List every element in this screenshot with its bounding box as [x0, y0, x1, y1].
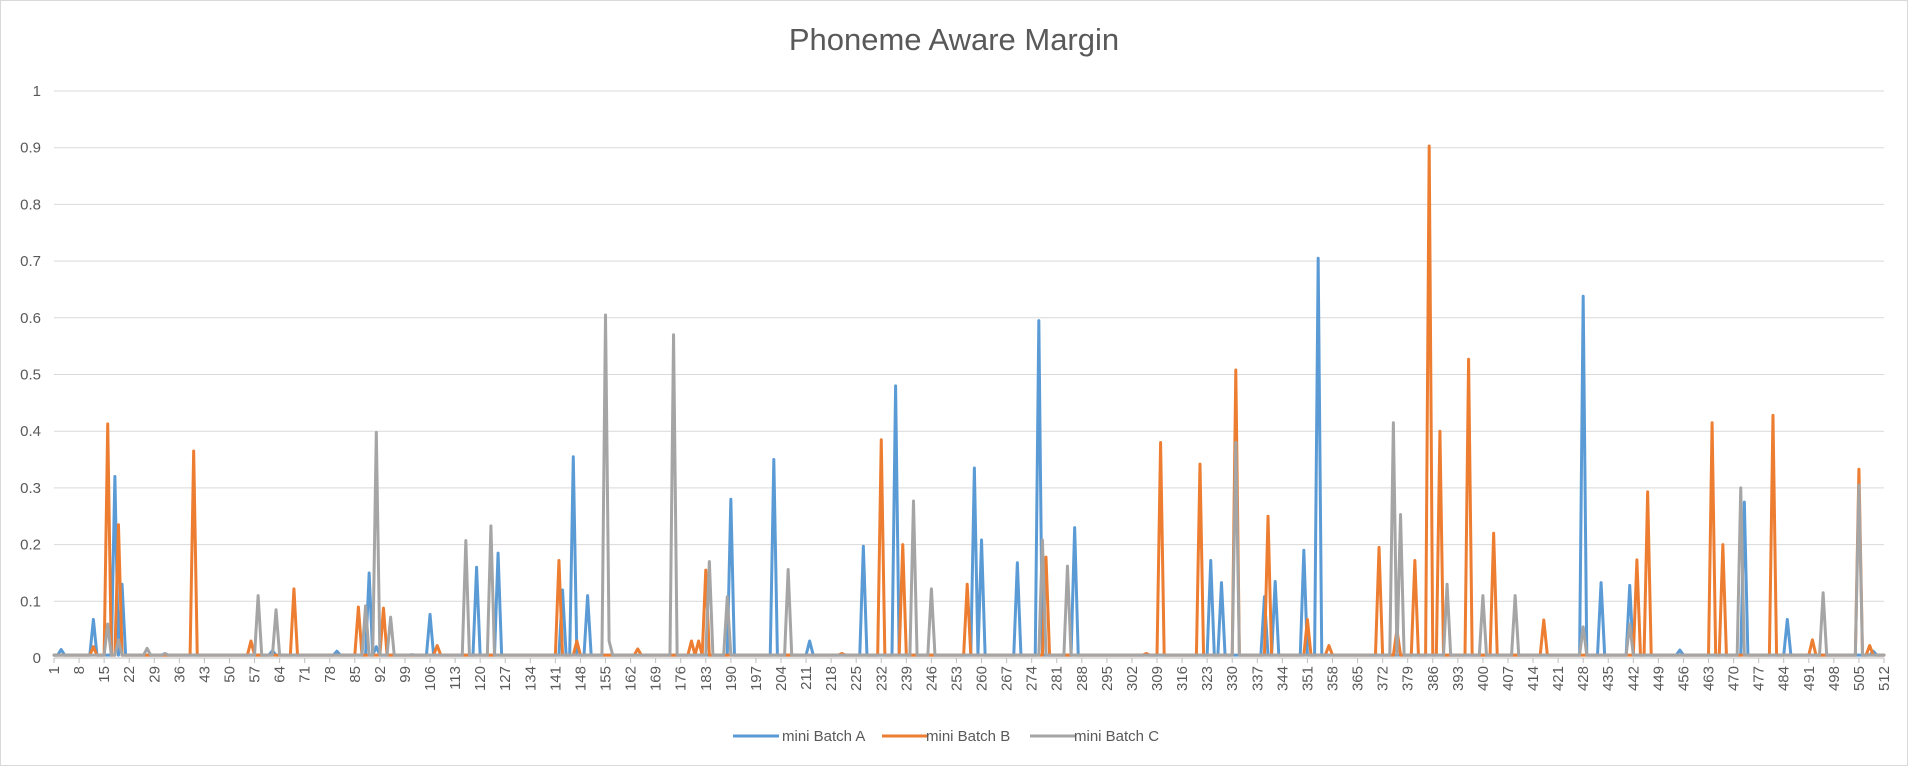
x-tick-label: 36 — [171, 666, 188, 683]
y-tick-label: 0.3 — [20, 480, 41, 497]
y-axis: 0 0.1 0.2 0.3 0.4 0.5 0.6 0.7 0.8 0.9 1 — [20, 83, 41, 667]
x-tick-label: 274 — [1024, 666, 1041, 691]
x-tick-label: 477 — [1751, 666, 1768, 691]
x-tick-label: 428 — [1575, 666, 1592, 691]
y-tick-label: 0.7 — [20, 253, 41, 270]
x-tick-label: 407 — [1500, 666, 1517, 691]
x-tick-label: 225 — [848, 666, 865, 691]
legend: mini Batch A mini Batch B mini Batch C — [733, 728, 1159, 745]
x-tick-label: 512 — [1876, 666, 1893, 691]
series-line-2 — [52, 144, 1886, 657]
x-tick-label: 113 — [447, 666, 464, 690]
x-tick-label: 169 — [648, 666, 665, 691]
x-tick-label: 379 — [1400, 666, 1417, 691]
legend-label: mini Batch B — [926, 728, 1010, 745]
x-tick-label: 155 — [598, 666, 615, 691]
x-tick-label: 99 — [397, 666, 414, 683]
x-tick-label: 176 — [673, 666, 690, 691]
x-tick-label: 358 — [1324, 666, 1341, 691]
x-tick-label: 295 — [1099, 666, 1116, 691]
chart-title: Phoneme Aware Margin — [789, 22, 1119, 57]
x-tick-label: 365 — [1350, 666, 1367, 691]
x-tick-label: 148 — [572, 666, 589, 691]
x-tick-label: 120 — [472, 666, 489, 691]
x-tick-label: 162 — [623, 666, 640, 691]
x-tick-label: 8 — [71, 666, 88, 674]
y-tick-label: 0.2 — [20, 537, 41, 554]
x-tick-label: 372 — [1375, 666, 1392, 691]
x-tick-label: 141 — [547, 666, 564, 691]
x-tick-label: 421 — [1550, 666, 1567, 691]
x-tick-label: 330 — [1224, 666, 1241, 691]
x-tick-label: 491 — [1801, 666, 1818, 691]
x-tick-label: 211 — [798, 666, 815, 690]
y-tick-label: 0.6 — [20, 310, 41, 327]
x-tick-label: 260 — [974, 666, 991, 691]
x-tick-label: 183 — [698, 666, 715, 691]
series-line-3 — [52, 313, 1886, 657]
x-tick-label: 218 — [823, 666, 840, 691]
x-tick-label: 57 — [247, 666, 264, 683]
x-axis: 1 8 15 22 29 36 43 50 57 64 71 78 85 92 99 106 113 120 127… — [46, 657, 1893, 691]
x-tick-label: 393 — [1450, 666, 1467, 691]
x-tick-label: 316 — [1174, 666, 1191, 691]
x-tick-label: 386 — [1425, 666, 1442, 691]
x-tick-label: 498 — [1826, 666, 1843, 691]
x-tick-label: 484 — [1776, 666, 1793, 691]
y-tick-label: 1 — [33, 83, 41, 100]
x-tick-label: 288 — [1074, 666, 1091, 691]
x-tick-label: 456 — [1675, 666, 1692, 691]
x-tick-label: 246 — [923, 666, 940, 691]
x-tick-label: 309 — [1149, 666, 1166, 691]
x-tick-label: 253 — [948, 666, 965, 691]
x-tick-label: 71 — [297, 666, 314, 683]
gridlines — [54, 90, 1884, 602]
x-tick-label: 351 — [1299, 666, 1316, 691]
x-tick-label: 134 — [522, 666, 539, 691]
y-tick-label: 0.5 — [20, 367, 41, 384]
series-lines — [52, 144, 1886, 657]
x-tick-label: 344 — [1274, 666, 1291, 691]
x-tick-label: 414 — [1525, 666, 1542, 691]
legend-label: mini Batch C — [1074, 728, 1159, 745]
x-tick-label: 239 — [898, 666, 915, 691]
x-tick-label: 190 — [723, 666, 740, 691]
x-tick-label: 204 — [773, 666, 790, 691]
y-tick-label: 0.1 — [20, 593, 41, 610]
x-tick-label: 400 — [1475, 666, 1492, 691]
y-tick-label: 0.9 — [20, 140, 41, 157]
x-tick-label: 1 — [46, 666, 63, 674]
y-tick-label: 0.8 — [20, 196, 41, 213]
x-tick-label: 463 — [1701, 666, 1718, 691]
x-tick-label: 15 — [96, 666, 113, 683]
x-tick-label: 85 — [347, 666, 364, 683]
x-tick-label: 505 — [1851, 666, 1868, 691]
x-tick-label: 43 — [196, 666, 213, 683]
x-tick-label: 78 — [322, 666, 339, 683]
x-tick-label: 337 — [1249, 666, 1266, 691]
x-tick-label: 232 — [873, 666, 890, 691]
x-tick-label: 106 — [422, 666, 439, 691]
x-tick-label: 127 — [497, 666, 514, 691]
y-tick-label: 0 — [33, 650, 41, 667]
x-tick-label: 267 — [999, 666, 1016, 691]
x-tick-label: 302 — [1124, 666, 1141, 691]
x-tick-label: 64 — [272, 666, 289, 683]
x-tick-label: 470 — [1726, 666, 1743, 691]
x-tick-label: 197 — [748, 666, 765, 691]
x-tick-label: 22 — [121, 666, 138, 683]
y-tick-label: 0.4 — [20, 423, 41, 440]
x-tick-label: 29 — [146, 666, 163, 683]
legend-label: mini Batch A — [782, 728, 865, 745]
x-tick-label: 449 — [1650, 666, 1667, 691]
x-tick-label: 92 — [372, 666, 389, 683]
x-tick-label: 435 — [1600, 666, 1617, 691]
x-tick-label: 442 — [1625, 666, 1642, 691]
x-tick-label: 281 — [1049, 666, 1066, 691]
x-tick-label: 50 — [221, 666, 238, 683]
x-tick-label: 323 — [1199, 666, 1216, 691]
